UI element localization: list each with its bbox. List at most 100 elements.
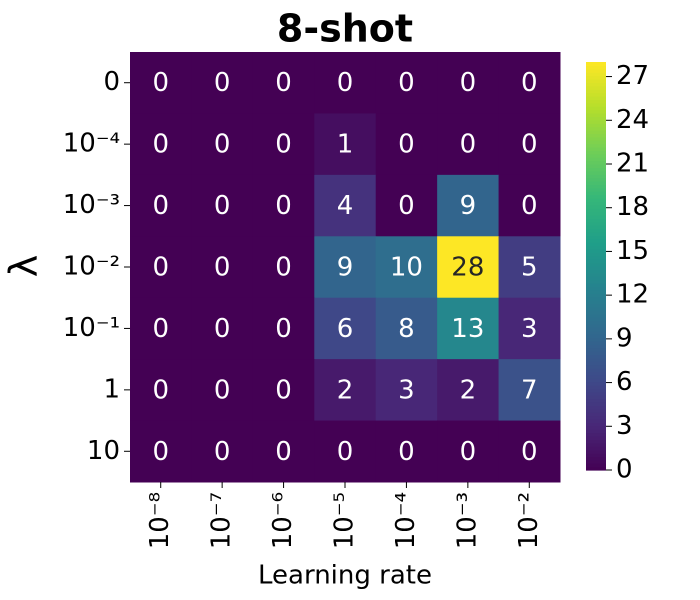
colorbar-segment (586, 279, 606, 284)
colorbar-segment (586, 109, 606, 114)
colorbar-segment (586, 344, 606, 349)
cell-label: 2 (337, 375, 354, 405)
colorbar-tick-label: 12 (616, 280, 649, 310)
colorbar-segment (586, 249, 606, 253)
colorbar-segment (586, 136, 606, 141)
cell-label: 0 (398, 437, 415, 467)
colorbar-segment (586, 398, 606, 403)
heatmap-cell (437, 359, 500, 422)
colorbar-tick-label: 3 (616, 411, 633, 441)
heatmap-cell (437, 236, 500, 299)
colorbar-segment (586, 357, 606, 362)
heatmap-cell (191, 113, 254, 176)
colorbar-segment (586, 85, 606, 90)
colorbar-segment (586, 269, 606, 274)
colorbar-segment (586, 374, 606, 379)
cell-label: 0 (214, 437, 231, 467)
colorbar-segment (586, 405, 606, 410)
colorbar-segment (586, 140, 606, 145)
cell-label: 0 (521, 68, 538, 98)
heatmap-cell (130, 359, 192, 422)
cell-label: 0 (337, 437, 354, 467)
colorbar-segment (586, 432, 606, 437)
colorbar-segment (586, 194, 606, 199)
colorbar-segment (586, 160, 606, 165)
colorbar-segment (586, 334, 606, 338)
x-axis-label: Learning rate (258, 561, 432, 591)
colorbar-segment (586, 381, 606, 386)
cell-label: 0 (214, 130, 231, 160)
colorbar-segment (586, 453, 606, 457)
colorbar-segment (586, 459, 606, 464)
colorbar-segment (586, 191, 606, 196)
cell-label: 0 (152, 437, 169, 467)
colorbar-segment (586, 89, 606, 94)
colorbar-segment (586, 293, 606, 298)
x-tick-label: 10⁻³ (452, 492, 482, 549)
colorbar-segment (586, 283, 606, 287)
colorbar-tick-label: 21 (616, 149, 649, 179)
cell-label: 0 (275, 68, 292, 98)
heatmap-cell (252, 113, 315, 176)
colorbar-segment (586, 126, 606, 131)
colorbar-segment (586, 235, 606, 240)
colorbar-segment (586, 92, 606, 97)
cell-label: 8 (398, 314, 415, 344)
colorbar-segment (586, 330, 606, 335)
heatmap-cell (498, 236, 561, 299)
colorbar-segment (586, 96, 606, 100)
heatmap-cell (314, 236, 377, 299)
colorbar-segment (586, 266, 606, 270)
cell-label: 0 (214, 253, 231, 283)
cell-label: 9 (337, 253, 354, 283)
heatmap-cell (191, 420, 254, 483)
heatmap-cell (437, 174, 500, 237)
colorbar-segment (586, 198, 606, 202)
colorbar-segment (586, 232, 606, 236)
colorbar-segment (586, 68, 606, 73)
colorbar-segment (586, 147, 606, 151)
colorbar-tick-label: 15 (616, 236, 649, 266)
colorbar-segment (586, 412, 606, 417)
colorbar-segment (586, 79, 606, 83)
colorbar-segment (586, 106, 606, 111)
cell-label: 28 (451, 253, 484, 283)
cell-label: 0 (521, 130, 538, 160)
cell-label: 0 (275, 130, 292, 160)
heatmap-cell (375, 297, 438, 360)
y-tick-label: 10⁻² (63, 252, 120, 282)
cell-label: 0 (275, 191, 292, 221)
colorbar-segment (586, 208, 606, 213)
cell-label: 0 (398, 68, 415, 98)
heatmap-cell (498, 420, 561, 483)
cell-label: 0 (398, 191, 415, 221)
cell-label: 0 (460, 68, 477, 98)
cell-label: 1 (337, 130, 354, 160)
heatmap-cell (130, 420, 192, 483)
x-tick-label: 10⁻⁴ (391, 492, 421, 549)
heatmap-cell (498, 52, 561, 114)
colorbar-segment (586, 364, 606, 369)
colorbar-segment (586, 184, 606, 189)
cell-label: 0 (275, 253, 292, 283)
cell-label: 0 (460, 130, 477, 160)
colorbar-segment (586, 368, 606, 372)
heatmap-cell (498, 113, 561, 176)
cell-label: 9 (460, 191, 477, 221)
y-axis-label: λ (2, 255, 46, 278)
colorbar-segment (586, 361, 606, 366)
cell-label: 0 (521, 437, 538, 467)
chart-title: 8-shot (277, 7, 413, 51)
colorbar-tick-label: 18 (616, 192, 649, 222)
colorbar-segment (586, 388, 606, 393)
heatmap-cell (437, 52, 500, 114)
colorbar-segment (586, 272, 606, 277)
x-tick-label: 10⁻⁷ (207, 492, 237, 549)
colorbar-tick-label: 27 (616, 61, 649, 91)
heatmap-cell (191, 297, 254, 360)
colorbar-segment (586, 65, 606, 70)
colorbar-segment (586, 351, 606, 355)
colorbar-segment (586, 177, 606, 182)
cell-label: 4 (337, 191, 354, 221)
